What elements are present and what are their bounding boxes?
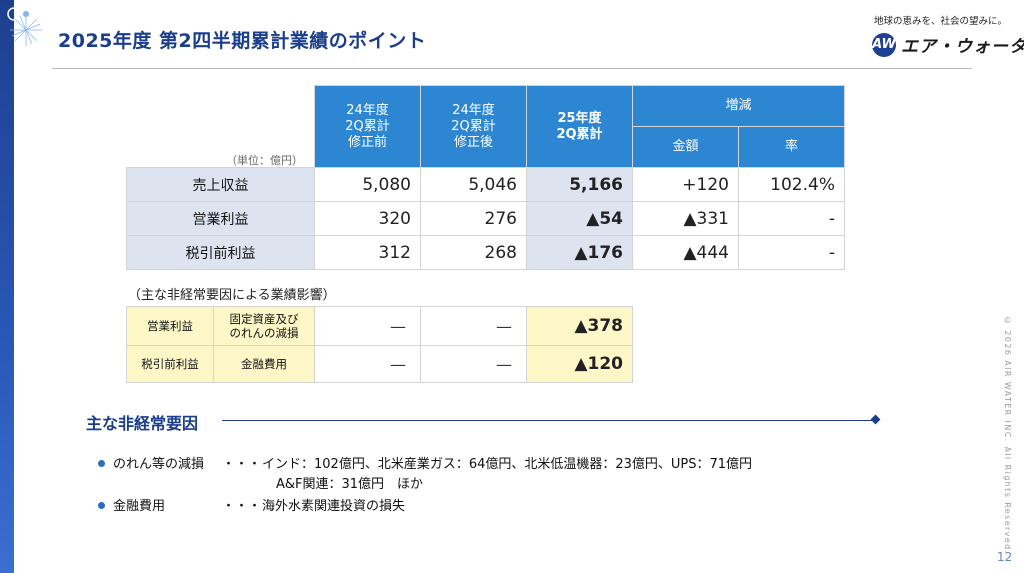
logo-text: エア・ウォーター [901,37,1024,57]
company-logo: AW エア・ウォーター [872,32,1024,57]
table-row-pretax-profit: 税引前利益 312 268 ▲176 ▲444 - [126,235,845,270]
factor-detail-line: A&F関連：31億円 ほか [276,477,424,492]
row-label: 税引前利益 [126,235,315,270]
diamond-icon [870,414,881,425]
section-rule [222,420,876,421]
col-header-change-amount: 金額 [632,126,739,168]
impact-table: 営業利益 固定資産及び のれんの減損 — — ▲378 税引前利益 金融費用 —… [126,306,633,383]
factor-label: 金融費用 [113,499,166,514]
results-table: 24年度 2Q累計 修正前 24年度 2Q累計 修正後 25年度 2Q累計 増減… [126,85,845,270]
factor-label: のれん等の減損 [113,457,205,472]
cell-prev-before: 312 [314,235,421,270]
cell-change-amount: ▲331 [632,201,739,236]
cell-current: ▲176 [526,235,633,270]
impact-prev-before: — [314,345,421,383]
col-header-change-rate: 率 [738,126,845,168]
bullet-icon [98,502,105,509]
impact-prev-after: — [420,306,527,346]
section-title: 主な非経常要因 [86,414,199,433]
factor-detail-line: インド：102億円、北米産業ガス：64億円、北米低温機器：23億円、UPS：71… [262,457,753,472]
unit-label: （単位：億円） [226,154,303,167]
col-header-prev-before: 24年度 2Q累計 修正前 [314,85,421,168]
impact-prev-after: — [420,345,527,383]
col-header-prev-after: 24年度 2Q累計 修正後 [420,85,527,168]
cell-change-rate: - [738,235,845,270]
cell-prev-after: 268 [420,235,527,270]
table-row-operating-profit: 営業利益 320 276 ▲54 ▲331 - [126,201,845,236]
company-slogan: 地球の恵みを、社会の望みに。 [874,16,1008,27]
page-title: 2025年度 第2四半期累計業績のポイント [58,30,427,52]
table-corner [127,86,315,168]
cell-change-amount: ▲444 [632,235,739,270]
factor-item-financial: 金融費用 [98,495,165,514]
page-number: 12 [997,550,1013,564]
impact-row-pretax: 税引前利益 金融費用 — — ▲120 [126,345,633,383]
impact-factor-label: 金融費用 [213,345,315,383]
col-header-change-group: 増減 [632,85,845,127]
cell-prev-after: 276 [420,201,527,236]
impact-metric-label: 営業利益 [126,306,214,346]
impact-current: ▲378 [526,306,633,346]
cell-change-rate: 102.4% [738,167,845,202]
row-label: 営業利益 [126,201,315,236]
cell-prev-before: 320 [314,201,421,236]
impact-caption: （主な非経常要因による業績影響） [128,288,336,303]
decorative-side-bar [0,0,14,573]
title-divider [52,68,972,69]
cell-change-amount: +120 [632,167,739,202]
cell-change-rate: - [738,201,845,236]
impact-current: ▲120 [526,345,633,383]
cell-prev-after: 5,046 [420,167,527,202]
cell-current: ▲54 [526,201,633,236]
factor-separator: ・・・ [222,457,262,472]
row-label: 売上収益 [126,167,315,202]
factor-item-impairment: のれん等の減損 [98,453,204,472]
impact-row-operating: 営業利益 固定資産及び のれんの減損 — — ▲378 [126,306,633,346]
sparkle-icon [7,7,42,46]
impact-factor-label: 固定資産及び のれんの減損 [213,306,315,346]
cell-prev-before: 5,080 [314,167,421,202]
factor-detail-line: 海外水素関連投資の損失 [262,499,406,514]
impact-metric-label: 税引前利益 [126,345,214,383]
logo-mark-icon: AW [872,32,896,57]
col-header-current: 25年度 2Q累計 [526,85,633,168]
impact-prev-before: — [314,306,421,346]
cell-current: 5,166 [526,167,633,202]
bullet-icon [98,460,105,467]
copyright-text: © 2026 AIR WATER INC. All Rights Reserve… [1003,316,1012,555]
table-row-revenue: 売上収益 5,080 5,046 5,166 +120 102.4% [126,167,845,202]
factor-separator: ・・・ [222,499,262,514]
